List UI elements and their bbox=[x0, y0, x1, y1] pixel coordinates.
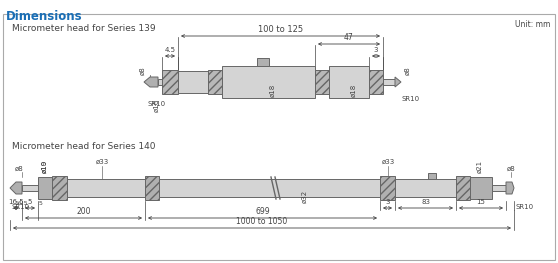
Text: 16.5: 16.5 bbox=[8, 200, 24, 205]
Text: ø33: ø33 bbox=[381, 159, 395, 165]
Text: Micrometer head for Series 140: Micrometer head for Series 140 bbox=[12, 142, 156, 151]
Text: 200: 200 bbox=[76, 206, 91, 215]
Text: 3: 3 bbox=[385, 200, 389, 205]
Text: SR10: SR10 bbox=[11, 204, 29, 210]
Bar bbox=[383, 79, 395, 85]
Bar bbox=[158, 79, 162, 85]
Polygon shape bbox=[10, 182, 22, 194]
Text: 699: 699 bbox=[255, 206, 270, 215]
Text: 5: 5 bbox=[28, 200, 32, 205]
Text: ø18: ø18 bbox=[270, 84, 276, 97]
Text: ø16: ø16 bbox=[154, 99, 160, 112]
Polygon shape bbox=[395, 77, 401, 87]
Text: 83: 83 bbox=[421, 200, 430, 205]
Bar bbox=[329, 66, 369, 98]
Text: SR10: SR10 bbox=[402, 96, 420, 102]
Polygon shape bbox=[144, 77, 158, 87]
Bar bbox=[456, 176, 470, 200]
Polygon shape bbox=[506, 182, 514, 194]
Bar bbox=[52, 176, 67, 200]
Bar bbox=[395, 179, 456, 197]
Bar bbox=[38, 177, 52, 199]
Text: 3: 3 bbox=[374, 48, 378, 53]
Bar bbox=[380, 176, 395, 200]
Bar bbox=[492, 185, 506, 191]
Text: SR10: SR10 bbox=[515, 204, 533, 210]
Text: Micrometer head for Series 139: Micrometer head for Series 139 bbox=[12, 24, 156, 33]
Bar bbox=[145, 176, 159, 200]
Bar bbox=[162, 70, 178, 94]
Bar bbox=[208, 70, 222, 94]
Bar bbox=[178, 71, 208, 93]
Text: 15: 15 bbox=[477, 200, 485, 205]
Bar bbox=[428, 173, 436, 179]
Bar bbox=[159, 179, 380, 197]
Bar bbox=[470, 177, 492, 199]
Bar bbox=[67, 179, 145, 197]
Text: Unit: mm: Unit: mm bbox=[514, 20, 550, 29]
Text: 100 to 125: 100 to 125 bbox=[258, 24, 303, 33]
Text: ø8: ø8 bbox=[405, 66, 411, 75]
Text: 1000 to 1050: 1000 to 1050 bbox=[237, 216, 287, 225]
Text: ø10: ø10 bbox=[42, 160, 48, 173]
Bar bbox=[22, 185, 38, 191]
Text: ø21: ø21 bbox=[477, 160, 483, 173]
Text: ø32: ø32 bbox=[302, 190, 308, 203]
Bar bbox=[315, 70, 329, 94]
Text: SR10: SR10 bbox=[147, 101, 165, 107]
Bar bbox=[222, 66, 315, 98]
Text: ø19: ø19 bbox=[42, 160, 48, 173]
Text: 4.5: 4.5 bbox=[165, 48, 176, 53]
Text: 47: 47 bbox=[344, 33, 354, 42]
Text: ø18: ø18 bbox=[351, 84, 357, 97]
Text: ø8: ø8 bbox=[140, 66, 146, 75]
Bar bbox=[369, 70, 383, 94]
Text: Dimensions: Dimensions bbox=[6, 10, 83, 23]
Text: ø8: ø8 bbox=[15, 166, 23, 172]
Text: ø33: ø33 bbox=[95, 159, 109, 165]
Text: 16.5: 16.5 bbox=[14, 201, 28, 206]
Text: 5: 5 bbox=[39, 201, 43, 206]
Text: ø8: ø8 bbox=[507, 166, 516, 172]
Bar bbox=[257, 58, 269, 66]
